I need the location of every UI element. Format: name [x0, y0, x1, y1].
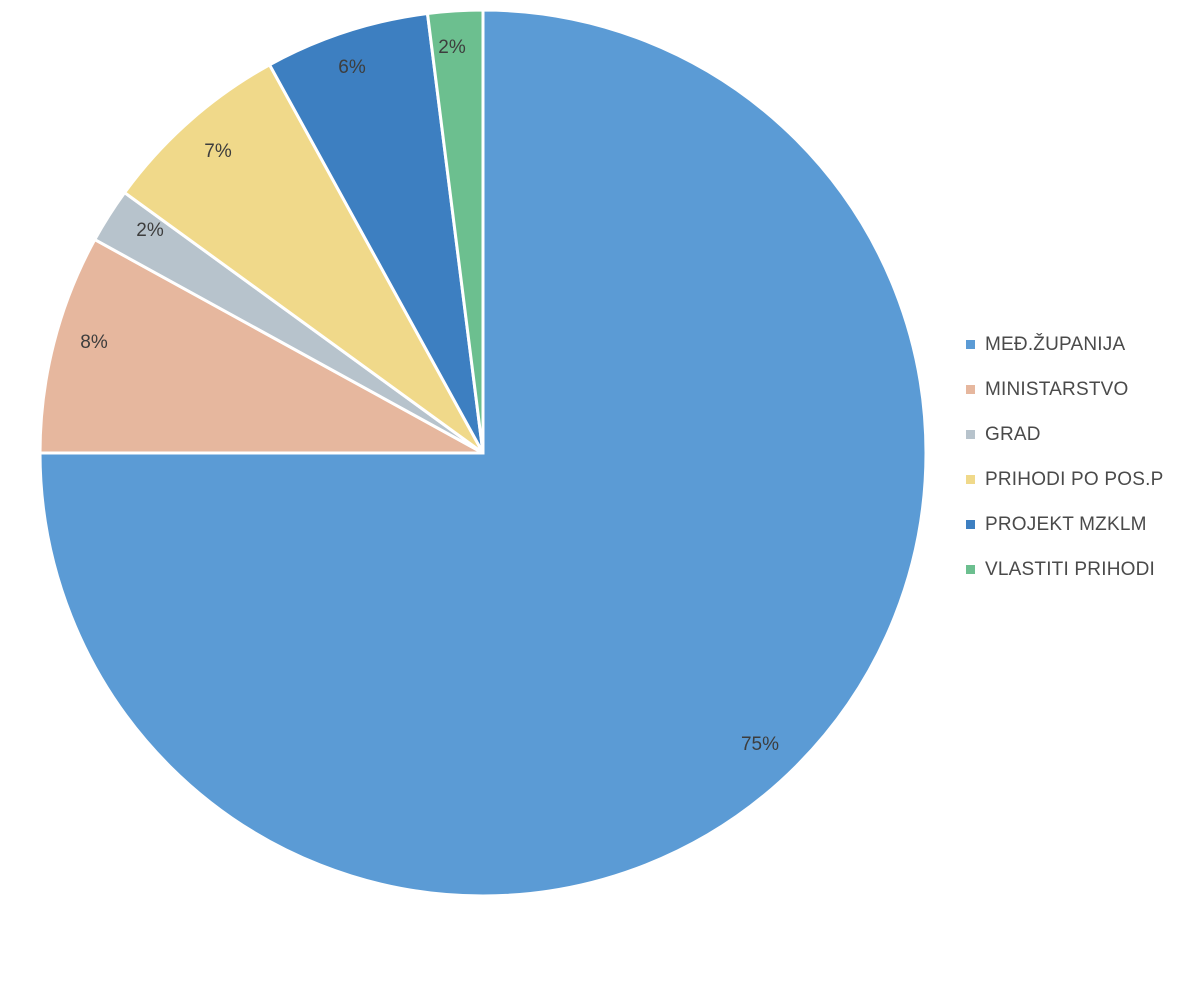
legend-swatch [966, 385, 975, 394]
legend-label: PROJEKT MZKLM [985, 513, 1147, 535]
slice-data-label: 7% [204, 141, 232, 162]
legend-item: PRIHODI PO POS.P [966, 457, 1181, 502]
legend-swatch [966, 520, 975, 529]
legend-swatch [966, 340, 975, 349]
pie-data-labels: 75% 8% 2% 7% 6% 2% [80, 37, 779, 755]
pie-slice [425, 8, 485, 454]
slice-data-label: 6% [338, 57, 366, 78]
legend-item: PROJEKT MZKLM [966, 502, 1181, 547]
pie-slice [122, 62, 485, 455]
legend-swatch [966, 475, 975, 484]
legend-item: MEĐ.ŽUPANIJA [966, 322, 1181, 367]
legend-item: VLASTITI PRIHODI [966, 547, 1181, 592]
legend-label: GRAD [985, 423, 1041, 445]
pie-slices [38, 8, 928, 898]
legend-label: MEĐ.ŽUPANIJA [985, 333, 1126, 355]
legend-label: PRIHODI PO POS.P [985, 468, 1164, 490]
slice-data-label: 8% [80, 332, 108, 353]
slice-data-label: 2% [136, 220, 164, 241]
slice-data-label: 75% [741, 734, 779, 755]
legend-swatch [966, 430, 975, 439]
legend-label: VLASTITI PRIHODI [985, 558, 1156, 580]
slice-data-label: 2% [438, 37, 466, 58]
legend-label: MINISTARSTVO [985, 378, 1129, 400]
legend-swatch [966, 565, 975, 574]
legend-item: GRAD [966, 412, 1181, 457]
chart-legend: MEĐ.ŽUPANIJA MINISTARSTVO GRAD PRIHODI P… [966, 322, 1181, 592]
pie-slice [267, 11, 485, 454]
legend-item: MINISTARSTVO [966, 367, 1181, 412]
pie-slice [38, 237, 484, 455]
